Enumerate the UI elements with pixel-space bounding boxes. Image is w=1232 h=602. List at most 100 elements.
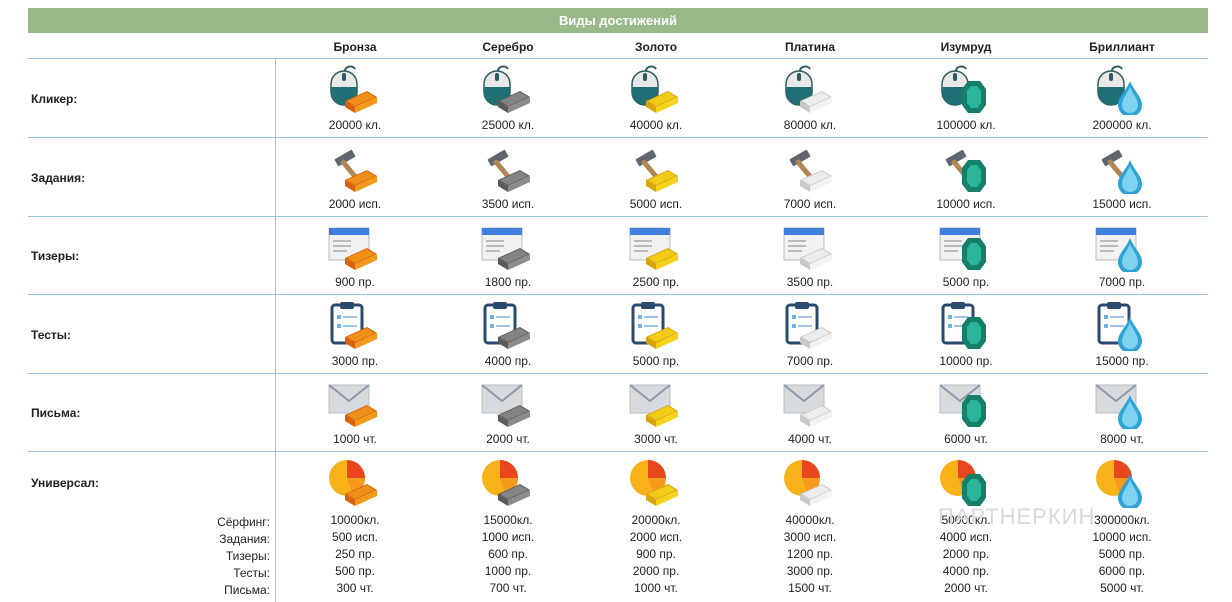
achievement-cell: 2500 пр. <box>581 222 731 289</box>
column-header-0: Бронза <box>333 40 377 54</box>
achievement-cell: 15000 исп. <box>1047 144 1197 211</box>
page-title: Виды достижений <box>28 8 1208 33</box>
achievement-requirement: 700 чт. <box>489 581 527 595</box>
universal-sublabel: Задания: <box>219 532 270 546</box>
achievement-cell: 5000 пр. <box>891 222 1041 289</box>
mouse-icon <box>280 65 430 115</box>
universal-sublabel: Тизеры: <box>225 549 270 563</box>
mouse-icon <box>735 65 885 115</box>
achievement-requirement: 5000 пр. <box>942 275 990 289</box>
achievement-cell: 4000 пр. <box>433 301 583 368</box>
achievement-requirement: 500 исп. <box>332 530 378 544</box>
column-header-2: Золото <box>634 40 678 54</box>
achievement-cell: 5000 пр. <box>581 301 731 368</box>
achievement-requirement: 100000 кл. <box>936 118 996 132</box>
achievement-requirement: 1500 чт. <box>788 581 832 595</box>
watermark: ПАРТНЕРКИН <box>938 504 1096 529</box>
row-divider <box>28 216 1208 217</box>
clipboard-icon <box>891 301 1041 351</box>
achievement-cell: 10000 пр. <box>891 301 1041 368</box>
browser-window-icon <box>735 222 885 272</box>
achievement-cell: 5000 исп. <box>581 144 731 211</box>
clipboard-icon <box>581 301 731 351</box>
achievement-requirement: 3000 чт. <box>634 432 678 446</box>
achievement-cell: 40000 кл. <box>581 65 731 132</box>
universal-sublabel: Письма: <box>224 583 270 597</box>
achievement-requirement: 5000 пр. <box>1098 547 1146 561</box>
row-label: Тесты: <box>31 328 72 342</box>
achievement-requirement: 7000 исп. <box>783 197 837 211</box>
pie-chart-icon <box>1047 458 1197 508</box>
column-header-1: Серебро <box>482 40 534 54</box>
achievement-cell: 900 пр. <box>280 222 430 289</box>
row-label: Кликер: <box>31 92 78 106</box>
universal-sublabel: Сёрфинг: <box>217 515 270 529</box>
row-divider <box>28 373 1208 374</box>
achievement-cell: 20000кл. 2000 исп. 900 пр. 2000 пр. 1000 чт. <box>581 458 731 597</box>
achievement-requirement: 25000 кл. <box>481 118 535 132</box>
column-header-5: Бриллиант <box>1089 40 1155 54</box>
clipboard-icon <box>433 301 583 351</box>
achievement-cell: 3000 чт. <box>581 379 731 446</box>
pie-chart-icon <box>280 458 430 508</box>
achievement-cell: 80000 кл. <box>735 65 885 132</box>
envelope-icon <box>280 379 430 429</box>
achievement-requirement: 80000 кл. <box>783 118 837 132</box>
achievement-requirement: 4000 пр. <box>942 564 990 578</box>
achievement-cell: 3000 пр. <box>280 301 430 368</box>
universal-sublabel: Тесты: <box>233 566 270 580</box>
achievement-cell: 7000 пр. <box>735 301 885 368</box>
envelope-icon <box>1047 379 1197 429</box>
achievement-requirement: 3500 пр. <box>786 275 834 289</box>
achievement-cell: 200000 кл. <box>1047 65 1197 132</box>
achievement-requirement: 40000кл. <box>785 513 835 527</box>
row-divider <box>28 294 1208 295</box>
pie-chart-icon <box>581 458 731 508</box>
achievement-cell: 10000 исп. <box>891 144 1041 211</box>
achievement-requirement: 3000 пр. <box>331 354 379 368</box>
achievement-cell: 1000 чт. <box>280 379 430 446</box>
row-label: Универсал: <box>31 476 99 490</box>
achievement-requirement: 1200 пр. <box>786 547 834 561</box>
achievement-requirement: 250 пр. <box>335 547 375 561</box>
achievement-requirement: 50000кл. <box>941 513 991 527</box>
achievement-requirement: 1000 чт. <box>634 581 678 595</box>
achievement-requirement: 1000 исп. <box>481 530 535 544</box>
achievement-requirement: 600 пр. <box>488 547 528 561</box>
achievement-requirement: 3000 пр. <box>786 564 834 578</box>
hammer-icon <box>735 144 885 194</box>
achievement-requirement: 10000 исп. <box>936 197 996 211</box>
achievement-requirement: 1000 чт. <box>333 432 377 446</box>
row-divider <box>28 137 1208 138</box>
universal-sublabels: Сёрфинг: Задания: Тизеры: Тесты: Письма: <box>150 514 270 599</box>
achievement-requirement: 2000 чт. <box>944 581 988 595</box>
achievement-requirement: 2000 исп. <box>328 197 382 211</box>
hammer-icon <box>891 144 1041 194</box>
achievement-cell: 6000 чт. <box>891 379 1041 446</box>
achievement-requirement: 7000 пр. <box>786 354 834 368</box>
achievement-requirement: 10000 исп. <box>1092 530 1152 544</box>
achievement-requirement: 3500 исп. <box>481 197 535 211</box>
achievement-requirement: 5000 чт. <box>1100 581 1144 595</box>
achievement-requirement: 1000 пр. <box>484 564 532 578</box>
clipboard-icon <box>1047 301 1197 351</box>
achievement-cell: 15000 пр. <box>1047 301 1197 368</box>
achievement-requirement: 2000 исп. <box>629 530 683 544</box>
achievement-requirement: 5000 исп. <box>629 197 683 211</box>
achievement-cell: 1800 пр. <box>433 222 583 289</box>
envelope-icon <box>433 379 583 429</box>
achievement-requirement: 500 пр. <box>335 564 375 578</box>
achievement-requirement: 6000 чт. <box>944 432 988 446</box>
envelope-icon <box>891 379 1041 429</box>
achievement-requirement: 4000 чт. <box>788 432 832 446</box>
achievement-requirement: 7000 пр. <box>1098 275 1146 289</box>
pie-chart-icon <box>735 458 885 508</box>
achievement-requirement: 8000 чт. <box>1100 432 1144 446</box>
achievement-cell: 3500 исп. <box>433 144 583 211</box>
browser-window-icon <box>581 222 731 272</box>
envelope-icon <box>735 379 885 429</box>
hammer-icon <box>581 144 731 194</box>
achievement-cell: 7000 исп. <box>735 144 885 211</box>
achievement-requirement: 15000 исп. <box>1092 197 1152 211</box>
achievement-requirement: 4000 исп. <box>939 530 993 544</box>
